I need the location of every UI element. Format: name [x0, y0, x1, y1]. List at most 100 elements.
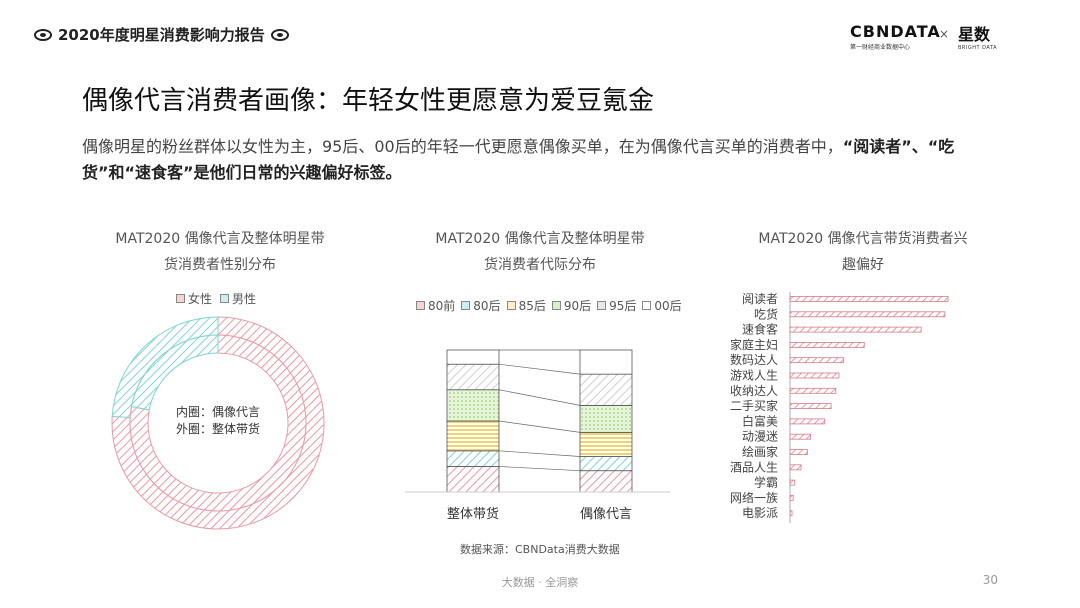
legend-swatch-90后 [551, 301, 561, 310]
bar-酒品人生 [789, 464, 802, 471]
bar-绘画家 [789, 449, 808, 455]
y-tick-label: 学霸 [754, 475, 778, 490]
gender-chart-title-line1: MAT2020 偶像代言及整体明星带 [115, 231, 325, 247]
bar-速食客 [789, 326, 922, 333]
bar-收纳达人 [789, 387, 837, 394]
legend-label-95后: 95后 [609, 299, 637, 313]
y-tick-label: 网络一族 [730, 490, 778, 505]
legend-label-85后: 85后 [518, 299, 546, 313]
bar-segment-偶像代言-80后 [579, 456, 633, 472]
gender-chart-title: MAT2020 偶像代言及整体明星带 货消费者性别分布 [90, 226, 350, 278]
bar-segment-整体带货-00后 [446, 349, 500, 365]
legend-item-95后: 95后 [597, 297, 636, 314]
legend-label-90后: 90后 [563, 299, 592, 313]
y-tick-label: 动漫迷 [742, 430, 778, 444]
brightdata-logo-subtext: BRIGHT DATA [958, 45, 998, 51]
legend-swatch-00后 [642, 301, 652, 310]
bar-阅读者 [789, 296, 949, 302]
x-tick-label: 整体带货 [447, 506, 499, 522]
x-tick-label: 偶像代言 [580, 507, 632, 522]
generation-chart-title: MAT2020 偶像代言及整体明星带 货消费者代际分布 [410, 226, 670, 278]
cbndata-logo: CBNDATA 第一财经商业数据中心 [850, 22, 941, 51]
interest-chart-title: MAT2020 偶像代言带货消费者兴 趣偏好 [733, 226, 993, 278]
bar-segment-偶像代言-00后 [579, 349, 633, 375]
bar-数码达人 [789, 357, 845, 364]
legend-item-female: 女性 [176, 290, 212, 307]
interest-chart-title-line1: MAT2020 偶像代言带货消费者兴 [758, 231, 968, 247]
y-tick-label: 速食客 [742, 322, 778, 337]
logo-separator: × [939, 27, 950, 41]
interest-chart-title-line2: 趣偏好 [842, 257, 884, 273]
page-number: 30 [982, 573, 998, 587]
page-subtitle: 偶像明星的粉丝群体以女性为主，95后、00后的年轻一代更愿意偶像买单，在为偶像代… [82, 134, 1002, 186]
legend-item-85后: 85后 [506, 297, 546, 314]
connector-line [498, 389, 581, 406]
legend-item-male: 男性 [220, 290, 256, 307]
report-header: 2020年度明星消费影响力报告 [34, 24, 289, 45]
eye-icon [270, 28, 289, 41]
subtitle-text: 偶像明星的粉丝群体以女性为主，95后、00后的年轻一代更愿意偶像买单，在为偶像代… [82, 137, 843, 156]
generation-chart-title-line1: MAT2020 偶像代言及整体明星带 [435, 231, 645, 247]
legend-label-00后: 00后 [654, 299, 682, 313]
legend-label-80后: 80后 [473, 299, 501, 313]
inner-slice-female [129, 334, 307, 512]
y-tick-label: 电影派 [742, 506, 778, 520]
report-title: 2020年度明星消费影响力报告 [58, 26, 265, 44]
legend-swatch-80前 [416, 301, 425, 310]
legend-swatch-85后 [506, 301, 516, 310]
bar-网络一族 [789, 494, 794, 501]
connector-line [498, 450, 581, 457]
y-tick-label: 游戏人生 [730, 369, 778, 383]
legend-swatch-95后 [597, 301, 607, 310]
legend-item-00后: 00后 [642, 297, 682, 314]
bar-segment-偶像代言-80前 [579, 470, 633, 493]
bar-segment-整体带货-80后 [446, 450, 500, 467]
bar-吃货 [789, 311, 946, 318]
y-tick-label: 酒品人生 [730, 460, 778, 474]
legend-item-90后: 90后 [551, 297, 592, 314]
cbndata-logo-subtext: 第一财经商业数据中心 [850, 44, 911, 51]
connector-line [498, 363, 581, 375]
bar-电影派 [789, 510, 793, 517]
bar-学霸 [789, 479, 796, 486]
legend-swatch-80后 [461, 301, 471, 310]
y-tick-label: 阅读者 [742, 292, 778, 306]
cbndata-logo-text: CBNDATA [850, 22, 941, 41]
legend-item-80前: 80前 [416, 297, 455, 314]
footer-slogan: 大数据 · 全洞察 [501, 576, 579, 589]
y-tick-label: 吃货 [754, 306, 778, 321]
bar-动漫迷 [789, 433, 811, 440]
y-tick-label: 白富美 [742, 413, 778, 428]
interest-bar-chart: 阅读者吃货速食客家庭主妇数码达人游戏人生收纳达人二手买家白富美动漫迷绘画家酒品人… [730, 292, 949, 523]
generation-stacked-bar-chart: 整体带货 偶像代言 [405, 349, 670, 522]
generation-legend: 80前 80后 85后 90后 95后 00后 [416, 297, 682, 314]
donut-center-line2: 外圈：整体带货 [176, 421, 260, 436]
bar-segment-整体带货-85后 [446, 420, 500, 452]
bar-segment-偶像代言-85后 [579, 431, 633, 457]
donut-group [111, 316, 325, 530]
y-tick-label: 绘画家 [742, 444, 778, 459]
gender-donut-chart: 内圈：偶像代言 外圈：整体带货 [111, 316, 325, 530]
donut-center-line1: 内圈：偶像代言 [176, 405, 260, 419]
page-title: 偶像代言消费者画像：年轻女性更愿意为爱豆氪金 [82, 86, 655, 116]
legend-label-80前: 80前 [428, 299, 456, 313]
bar-segment-偶像代言-90后 [579, 404, 633, 433]
legend-label-male: 男性 [232, 292, 257, 306]
data-source: 数据来源：CBNData消费大数据 [460, 543, 620, 556]
bar-segment-整体带货-90后 [446, 389, 500, 422]
bar-游戏人生 [789, 372, 840, 379]
connector-line [498, 420, 581, 433]
bar-segment-偶像代言-95后 [579, 373, 633, 406]
connector-line [498, 466, 581, 472]
gender-chart-title-line2: 货消费者性别分布 [164, 257, 276, 273]
bar-segment-整体带货-95后 [446, 363, 500, 391]
legend-label-female: 女性 [188, 292, 213, 306]
bar-segment-整体带货-80前 [446, 466, 500, 493]
brightdata-logo: 星数 BRIGHT DATA [958, 21, 997, 51]
female-swatch [176, 294, 185, 303]
generation-chart-title-line2: 货消费者代际分布 [484, 257, 596, 273]
brightdata-logo-text: 星数 [958, 25, 991, 44]
gender-legend: 女性 男性 [176, 290, 256, 307]
hbar-group: 阅读者吃货速食客家庭主妇数码达人游戏人生收纳达人二手买家白富美动漫迷绘画家酒品人… [730, 292, 949, 523]
y-tick-label: 家庭主妇 [730, 337, 778, 352]
